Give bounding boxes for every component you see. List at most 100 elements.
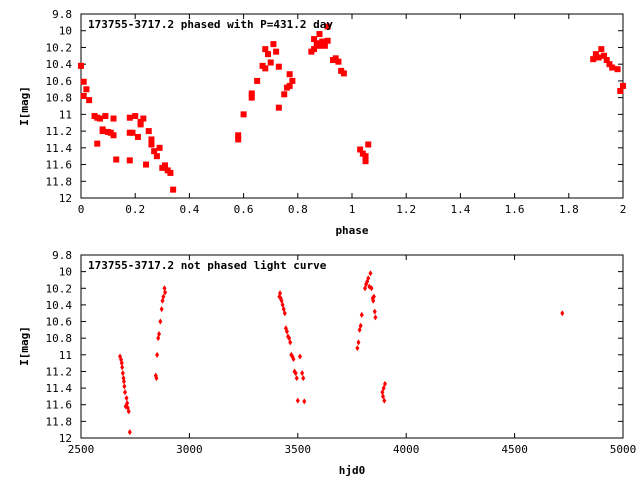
data-point (614, 66, 621, 73)
y-tick-label: 10.8 (46, 332, 73, 345)
data-point (372, 308, 377, 315)
x-tick-label: 0.2 (125, 203, 145, 216)
data-point (319, 38, 326, 45)
x-tick-label: 1.2 (396, 203, 416, 216)
data-point (235, 136, 242, 143)
x-tick-label: 3000 (176, 443, 203, 456)
x-tick-label: 2500 (68, 443, 95, 456)
y-tick-label: 11.8 (46, 415, 73, 428)
data-point (369, 285, 374, 292)
data-point (235, 132, 242, 139)
data-point (153, 153, 160, 160)
data-point (289, 77, 296, 84)
data-point (606, 61, 613, 68)
x-tick-label: 4500 (501, 443, 528, 456)
y-tick-label: 10.4 (46, 58, 73, 71)
chart-title: 173755-3717.2 not phased light curve (88, 259, 327, 272)
data-point (291, 355, 296, 362)
data-point (270, 41, 277, 48)
data-point (159, 306, 164, 313)
y-tick-label: 11.4 (46, 382, 73, 395)
y-tick-label: 9.8 (52, 249, 72, 262)
x-tick-label: 3500 (285, 443, 312, 456)
y-tick-label: 10 (59, 25, 72, 38)
x-tick-label: 1.8 (559, 203, 579, 216)
data-point (264, 51, 271, 58)
data-point (129, 129, 136, 136)
y-tick-label: 11 (59, 349, 72, 362)
x-tick-label: 1 (349, 203, 356, 216)
data-point (121, 378, 126, 385)
data-point (167, 169, 174, 176)
y-tick-label: 10.6 (46, 75, 73, 88)
data-point (78, 62, 84, 69)
data-point (595, 54, 602, 61)
data-point (156, 144, 163, 151)
data-points (78, 23, 626, 193)
x-tick-label: 0.8 (288, 203, 308, 216)
plot-frame (80, 254, 624, 439)
data-point (126, 114, 133, 121)
data-point (120, 364, 125, 371)
data-point (357, 146, 364, 153)
x-tick-label: 0.6 (234, 203, 254, 216)
data-point (145, 128, 152, 135)
data-point (358, 322, 363, 329)
data-point (170, 186, 177, 193)
data-point (324, 23, 331, 30)
data-point (126, 157, 133, 164)
data-point (94, 140, 101, 147)
data-point (381, 393, 386, 400)
x-tick-label: 1.6 (505, 203, 525, 216)
data-point (127, 429, 132, 436)
data-point (295, 397, 300, 404)
data-point (311, 36, 318, 43)
data-point (248, 94, 255, 101)
data-point (368, 270, 373, 277)
data-point (134, 133, 141, 140)
y-tick-label: 10.2 (46, 41, 73, 54)
data-point (148, 141, 155, 148)
data-point (157, 331, 162, 338)
data-point (99, 128, 106, 135)
y-tick-label: 12 (59, 192, 72, 205)
chart-title: 173755-3717.2 phased with P=431.2 day (88, 18, 333, 31)
data-point (617, 87, 624, 94)
data-point (119, 360, 124, 367)
data-point (355, 345, 360, 352)
data-point (275, 63, 282, 70)
data-point (120, 370, 125, 377)
y-tick-label: 10.8 (46, 92, 73, 105)
y-axis-label: I[mag] (18, 326, 31, 366)
data-point (324, 37, 331, 44)
data-point (382, 380, 387, 387)
y-tick-label: 10.4 (46, 299, 73, 312)
data-point (609, 64, 616, 71)
data-point (620, 82, 626, 89)
data-point (560, 310, 565, 317)
data-point (126, 408, 131, 415)
data-point (132, 113, 139, 120)
data-point (373, 314, 378, 321)
data-point (371, 293, 376, 300)
x-tick-label: 2 (620, 203, 627, 216)
y-tick-label: 9.8 (52, 8, 72, 21)
data-point (281, 91, 288, 98)
phased-light-curve-chart: 0 0.2 0.4 0.6 0.8 1 1.2 1.4 1.6 1.8 29.81010.210.4… (18, 8, 626, 237)
data-point (316, 31, 323, 38)
x-tick-label: 1.4 (450, 203, 470, 216)
y-tick-label: 11.4 (46, 142, 73, 155)
y-tick-label: 11.8 (46, 175, 73, 188)
data-point (335, 58, 342, 65)
data-point (371, 297, 376, 304)
data-point (240, 111, 247, 118)
data-point (293, 370, 298, 377)
data-point (102, 113, 109, 120)
data-point (598, 46, 605, 53)
data-point (302, 398, 307, 405)
axis-ticks: 0 0.2 0.4 0.6 0.8 1 1.2 1.4 1.6 1.8 29.81010.210.4… (46, 8, 627, 216)
data-point (86, 97, 93, 104)
data-point (286, 82, 293, 89)
x-axis-label: hjd0 (339, 464, 366, 477)
data-point (158, 318, 163, 325)
